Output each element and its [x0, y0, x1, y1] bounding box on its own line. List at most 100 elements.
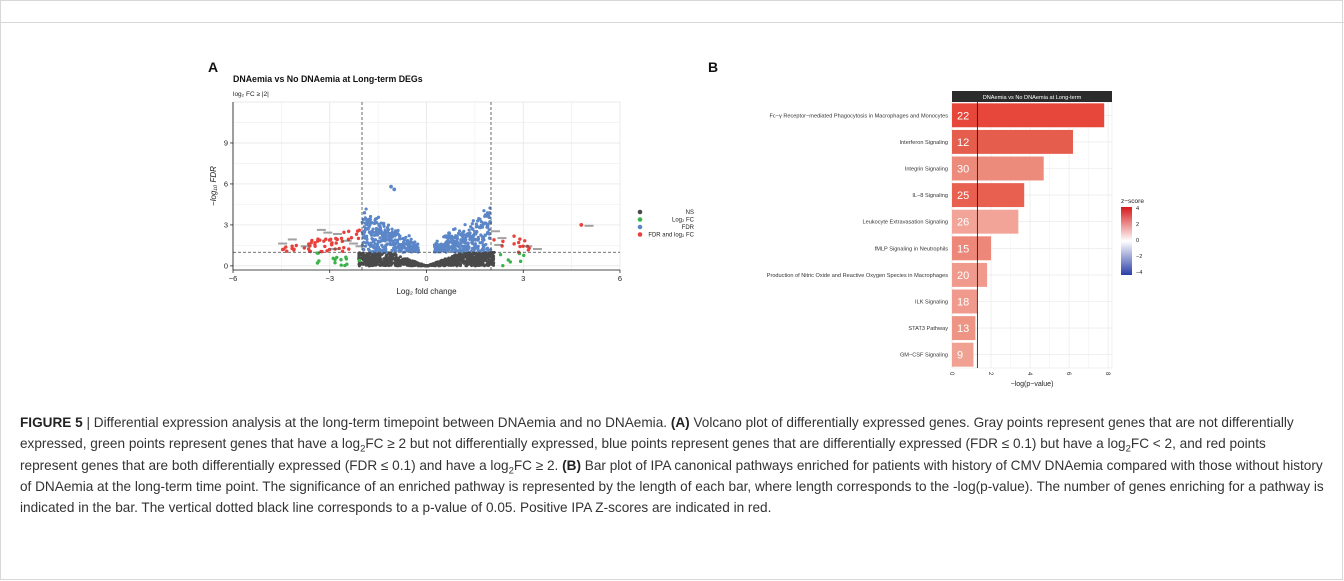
volcano-point: [397, 236, 402, 241]
volcano-point: [437, 249, 442, 254]
volcano-point: [483, 257, 487, 261]
volcano-point: [437, 245, 441, 249]
volcano-point: [452, 239, 456, 243]
pathway-bar: [952, 262, 988, 287]
volcano-point: [457, 263, 461, 267]
volcano-point: [294, 243, 299, 248]
volcano-point: [508, 260, 513, 264]
volcano-point: [378, 229, 382, 234]
volcano-point: [468, 261, 472, 265]
x-tick-label: 3: [521, 274, 525, 283]
volcano-point: [333, 261, 337, 265]
volcano-point: [373, 246, 377, 250]
volcano-point: [408, 259, 412, 263]
volcano-point: [363, 228, 367, 232]
volcano-point: [460, 244, 464, 248]
volcano-point: [371, 227, 375, 231]
caption-a-text: Volcano plot of differentially expressed…: [20, 415, 1294, 452]
volcano-point: [474, 222, 478, 226]
volcano-point: [518, 259, 523, 264]
volcano-point: [374, 263, 378, 267]
volcano-point: [385, 225, 390, 230]
volcano-point: [385, 231, 389, 235]
volcano-point: [454, 253, 458, 257]
gene-label-mark: [287, 238, 297, 241]
volcano-point: [400, 244, 404, 248]
volcano-point: [367, 264, 371, 268]
volcano-point: [365, 223, 369, 227]
volcano-point: [486, 230, 490, 235]
volcano-point: [362, 248, 366, 252]
sub-2: 2: [1125, 444, 1131, 456]
gene-label-mark: [300, 245, 310, 248]
volcano-point: [465, 249, 469, 253]
volcano-point: [463, 223, 467, 227]
volcano-point: [346, 229, 351, 234]
volcano-point: [490, 253, 494, 257]
legend-swatch-fdr: [637, 224, 643, 230]
pathway-label: fMLP Signaling in Neutrophils: [875, 246, 948, 252]
volcano-point: [369, 232, 374, 236]
volcano-point: [501, 263, 505, 268]
volcano-point: [501, 239, 505, 244]
volcano-point: [482, 209, 486, 213]
volcano-point: [390, 232, 395, 236]
volcano-point: [393, 261, 397, 265]
volcano-point: [376, 229, 380, 233]
pathway-bar: [952, 236, 992, 261]
caption-b-text: Bar plot of IPA canonical pathways enric…: [20, 457, 1324, 516]
volcano-point: [375, 221, 379, 225]
volcano-point: [363, 217, 368, 221]
panel-b-letter: B: [708, 59, 718, 75]
volcano-point: [473, 238, 478, 242]
legend-label-both: FDR and log₂ FC: [648, 233, 694, 239]
volcano-point: [488, 259, 492, 263]
volcano-point: [347, 247, 351, 251]
volcano-point: [473, 242, 477, 246]
gene-label-mark: [523, 245, 533, 248]
volcano-point: [476, 219, 480, 223]
legend-swatch-both: [637, 232, 643, 237]
volcano-point: [472, 232, 477, 236]
panel-a-letter: A: [208, 59, 218, 75]
volcano-point: [486, 249, 490, 253]
volcano-point: [409, 237, 413, 241]
volcano-point: [484, 221, 488, 225]
volcano-point: [473, 246, 478, 250]
volcano-point: [378, 236, 382, 240]
x-tick-label: −6: [229, 274, 238, 283]
volcano-point: [401, 262, 405, 266]
volcano-point: [357, 258, 362, 263]
volcano-point: [466, 241, 470, 245]
volcano-point: [393, 234, 397, 238]
volcano-point: [377, 253, 381, 257]
legend-label-fdr: FDR: [682, 225, 695, 231]
volcano-point: [323, 244, 327, 249]
gene-count-label: 15: [957, 243, 969, 255]
volcano-point: [478, 258, 482, 262]
volcano-point: [463, 244, 468, 249]
volcano-point: [422, 263, 426, 267]
pathway-label: Interferon Signaling: [899, 140, 948, 146]
volcano-point: [471, 236, 475, 240]
gene-count-label: 20: [957, 270, 969, 282]
caption-b-tag: (B): [562, 457, 581, 473]
volcano-point: [476, 237, 481, 241]
volcano-point: [473, 263, 477, 267]
volcano-point: [390, 227, 394, 231]
volcano-point: [476, 246, 480, 250]
volcano-point: [362, 211, 367, 215]
volcano-point: [406, 243, 410, 247]
volcano-point: [396, 244, 400, 249]
volcano-point: [385, 253, 389, 257]
volcano-point: [327, 238, 332, 242]
volcano-point: [373, 238, 378, 242]
volcano-point: [473, 260, 477, 264]
volcano-point: [384, 243, 388, 247]
volcano-point: [403, 245, 407, 250]
volcano-point: [448, 245, 452, 249]
volcano-point: [466, 244, 470, 248]
gene-count-label: 18: [957, 297, 969, 309]
volcano-point: [393, 238, 397, 242]
volcano-point: [498, 252, 503, 257]
